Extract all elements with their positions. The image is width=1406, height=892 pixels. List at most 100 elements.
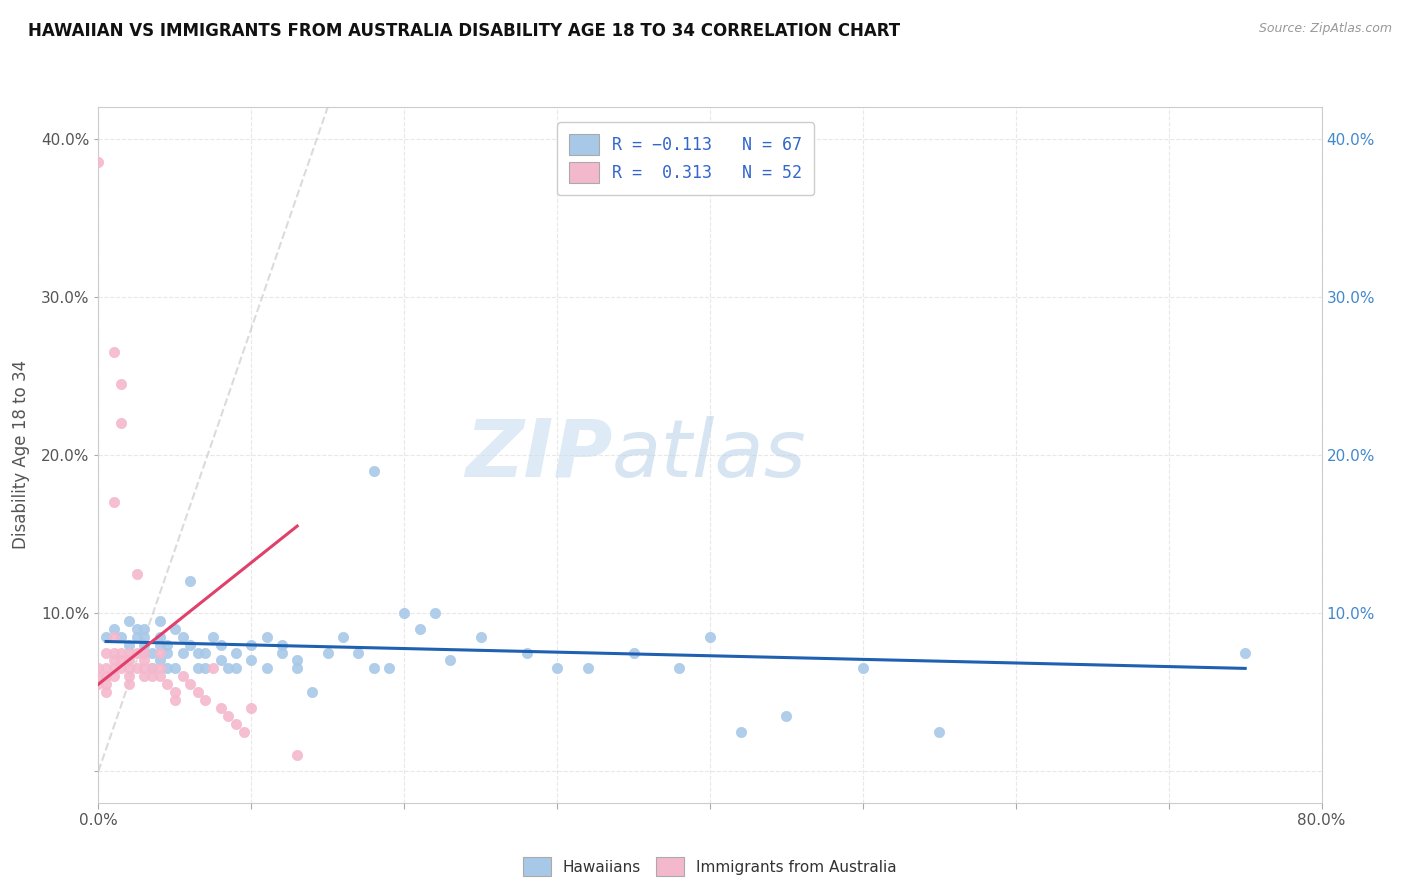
Point (347, 646, 370, 660)
Point (232, 724, 254, 739)
Point (87, 669, 110, 683)
Point (103, 653, 125, 667)
Point (125, 630, 148, 644)
Point (775, 708, 797, 723)
Point (87, 661, 110, 675)
Point (285, 653, 308, 667)
Point (149, 653, 172, 667)
Point (87, 155, 110, 169)
Point (118, 646, 141, 660)
Point (240, 638, 263, 652)
Point (156, 638, 179, 652)
Point (134, 630, 156, 644)
Point (256, 630, 278, 644)
Point (240, 701, 263, 715)
Point (141, 661, 163, 675)
Point (118, 614, 141, 628)
Point (225, 646, 247, 660)
Point (270, 638, 292, 652)
Text: atlas: atlas (612, 416, 807, 494)
Point (576, 661, 599, 675)
Point (209, 638, 232, 652)
Point (110, 630, 132, 644)
Point (316, 646, 339, 660)
Point (103, 345, 125, 359)
Point (149, 614, 172, 628)
Point (187, 661, 209, 675)
Point (149, 669, 172, 683)
Point (163, 685, 186, 699)
Point (149, 661, 172, 675)
Point (256, 661, 278, 675)
Point (179, 677, 201, 691)
Point (225, 716, 247, 731)
Point (149, 638, 172, 652)
Point (217, 708, 239, 723)
Point (149, 630, 172, 644)
Point (301, 685, 323, 699)
Point (172, 669, 194, 683)
Point (103, 646, 125, 660)
Point (103, 495, 125, 509)
Point (149, 646, 172, 660)
Point (217, 661, 239, 675)
Point (187, 685, 209, 699)
Point (516, 646, 538, 660)
Point (730, 724, 752, 739)
Point (194, 646, 217, 660)
Point (332, 630, 354, 644)
Point (94, 646, 117, 660)
Point (110, 646, 132, 660)
Point (94, 630, 117, 644)
Point (125, 661, 148, 675)
Point (240, 653, 263, 667)
Point (94, 677, 117, 691)
Legend: Hawaiians, Immigrants from Australia: Hawaiians, Immigrants from Australia (515, 847, 905, 886)
Point (546, 661, 568, 675)
Point (125, 622, 148, 636)
Point (103, 622, 125, 636)
Point (470, 630, 492, 644)
Point (285, 661, 308, 675)
Point (194, 693, 217, 707)
Point (623, 646, 645, 660)
Point (94, 685, 117, 699)
Y-axis label: Disability Age 18 to 34: Disability Age 18 to 34 (11, 360, 30, 549)
Point (94, 661, 117, 675)
Point (118, 677, 141, 691)
Point (141, 669, 163, 683)
Point (194, 661, 217, 675)
Point (103, 630, 125, 644)
Point (172, 646, 194, 660)
Point (270, 646, 292, 660)
Point (87, 677, 110, 691)
Point (439, 653, 461, 667)
Point (125, 566, 148, 581)
Point (110, 417, 132, 431)
Point (187, 646, 209, 660)
Point (134, 653, 156, 667)
Point (699, 630, 721, 644)
Point (423, 606, 446, 620)
Point (103, 661, 125, 675)
Point (392, 606, 416, 620)
Point (118, 661, 141, 675)
Point (94, 669, 117, 683)
Point (172, 630, 194, 644)
Point (125, 646, 148, 660)
Point (118, 653, 141, 667)
Point (156, 677, 179, 691)
Point (363, 464, 385, 478)
Point (156, 661, 179, 675)
Point (118, 669, 141, 683)
Point (134, 661, 156, 675)
Point (141, 646, 163, 660)
Point (118, 638, 141, 652)
Point (134, 638, 156, 652)
Point (225, 661, 247, 675)
Point (179, 574, 201, 589)
Point (103, 669, 125, 683)
Point (110, 653, 132, 667)
Text: HAWAIIAN VS IMMIGRANTS FROM AUSTRALIA DISABILITY AGE 18 TO 34 CORRELATION CHART: HAWAIIAN VS IMMIGRANTS FROM AUSTRALIA DI… (28, 22, 900, 40)
Point (408, 622, 430, 636)
